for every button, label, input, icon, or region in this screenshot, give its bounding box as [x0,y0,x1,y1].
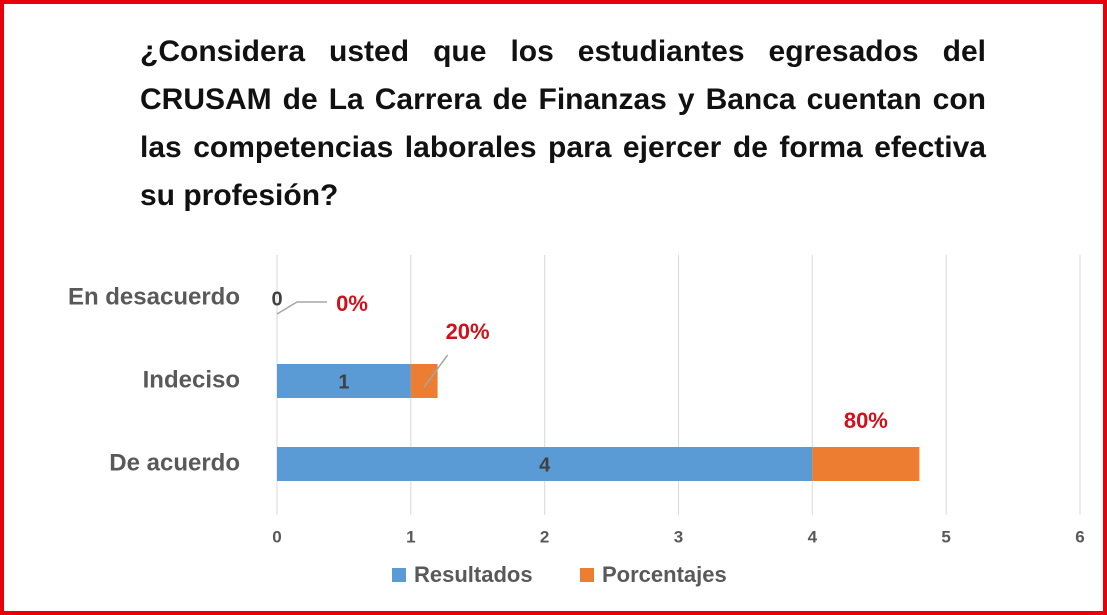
legend-swatch [392,568,406,582]
bar [812,447,920,481]
legend-swatch [580,568,594,582]
data-label: 0 [271,288,282,310]
leader-line [276,301,327,315]
x-tick-label: 2 [540,527,549,546]
chart-title: ¿Considera usted que los estudiantes egr… [140,35,986,212]
y-tick-label: En desacuerdo [68,283,240,310]
legend-label: Resultados [414,562,533,587]
x-tick-label: 4 [808,527,818,546]
data-label: 80% [844,408,888,433]
leader-line [423,354,449,388]
x-tick-label: 6 [1075,527,1084,546]
legend-label: Porcentajes [602,562,727,587]
y-tick-label: De acuerdo [109,449,240,476]
x-tick-label: 5 [941,527,950,546]
bar [410,364,438,398]
data-label: 20% [446,319,490,344]
x-tick-label: 3 [674,527,683,546]
data-label: 4 [539,454,551,476]
bar [277,447,813,481]
data-label: 1 [338,371,349,393]
x-tick-label: 1 [406,527,415,546]
y-tick-label: Indeciso [143,366,240,393]
data-label: 0% [336,291,368,316]
bar [277,364,411,398]
x-tick-label: 0 [272,527,281,546]
